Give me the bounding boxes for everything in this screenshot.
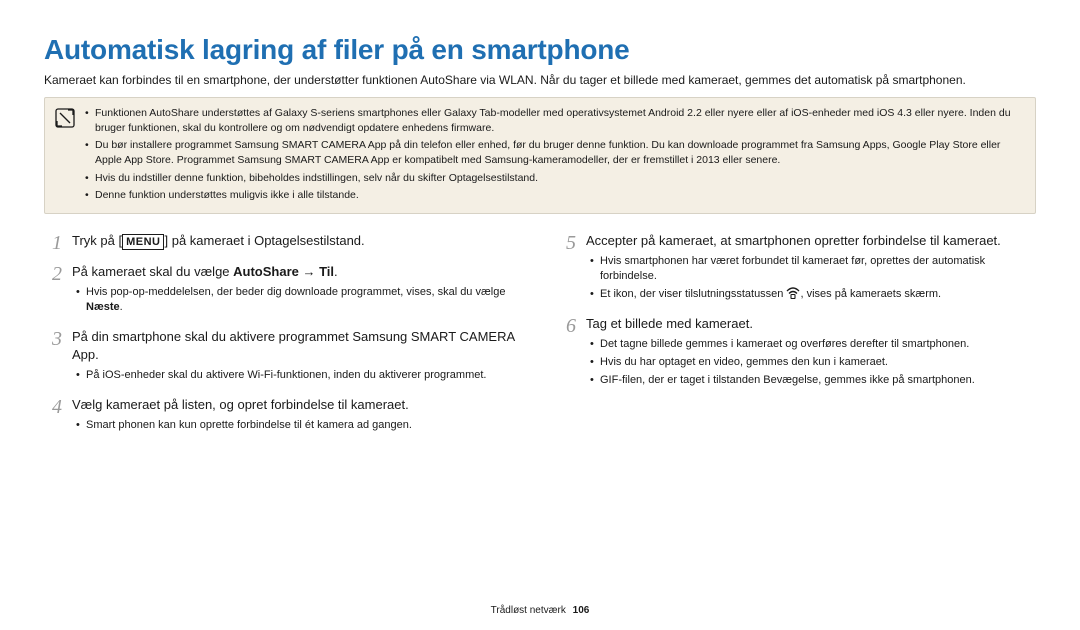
sub-item: Smart phonen kan kun oprette forbindelse…: [76, 418, 522, 433]
step-6: 6 Tag et billede med kameraet. Det tagne…: [558, 315, 1036, 391]
intro-paragraph: Kameraet kan forbindes til en smartphone…: [44, 72, 1036, 89]
menu-key-icon: MENU: [122, 234, 164, 250]
sub-text: , vises på kameraets skærm.: [800, 288, 941, 300]
note-item: Du bør installere programmet Samsung SMA…: [85, 138, 1025, 168]
step-text: .: [334, 264, 338, 279]
step-text: ] på kameraet i Optagelsestilstand.: [164, 233, 364, 248]
note-icon: [55, 108, 75, 128]
step-number: 5: [558, 232, 576, 305]
right-column: 5 Accepter på kameraet, at smartphonen o…: [558, 232, 1036, 446]
step-1: 1 Tryk på [MENU] på kameraet i Optagelse…: [44, 232, 522, 253]
step-text: Accepter på kameraet, at smartphonen opr…: [586, 233, 1001, 248]
sub-list: Smart phonen kan kun oprette forbindelse…: [72, 418, 522, 433]
page-footer: Trådløst netværk 106: [0, 605, 1080, 616]
step-text: På din smartphone skal du aktivere progr…: [72, 329, 514, 362]
step-body: Accepter på kameraet, at smartphonen opr…: [586, 232, 1036, 305]
step-body: På kameraet skal du vælge AutoShare → Ti…: [72, 263, 522, 318]
note-item: Hvis du indstiller denne funktion, bibeh…: [85, 171, 1025, 186]
footer-page-number: 106: [573, 605, 590, 616]
page-root: Automatisk lagring af filer på en smartp…: [0, 0, 1080, 630]
footer-section: Trådløst netværk: [491, 605, 566, 616]
step-body: På din smartphone skal du aktivere progr…: [72, 328, 522, 386]
sub-list: Hvis pop-op-meddelelsen, der beder dig d…: [72, 285, 522, 315]
step-number: 3: [44, 328, 62, 386]
sub-item: Hvis pop-op-meddelelsen, der beder dig d…: [76, 285, 522, 315]
step-number: 6: [558, 315, 576, 391]
sub-list: Det tagne billede gemmes i kameraet og o…: [586, 337, 1036, 388]
wifi-status-icon: [786, 287, 800, 299]
step-number: 4: [44, 396, 62, 436]
step-text-bold: AutoShare → Til: [233, 264, 334, 279]
step-text: På kameraet skal du vælge: [72, 264, 233, 279]
sub-item: Hvis du har optaget en video, gemmes den…: [590, 355, 1036, 370]
step-body: Vælg kameraet på listen, og opret forbin…: [72, 396, 522, 436]
step-text: Tag et billede med kameraet.: [586, 316, 753, 331]
note-box: Funktionen AutoShare understøttes af Gal…: [44, 97, 1036, 214]
step-body: Tryk på [MENU] på kameraet i Optagelsest…: [72, 232, 522, 253]
note-list: Funktionen AutoShare understøttes af Gal…: [85, 106, 1025, 205]
sub-item: På iOS-enheder skal du aktivere Wi-Fi-fu…: [76, 368, 522, 383]
sub-text: Hvis pop-op-meddelelsen, der beder dig d…: [86, 286, 505, 298]
note-item: Denne funktion understøttes muligvis ikk…: [85, 188, 1025, 203]
sub-item: GIF-filen, der er taget i tilstanden Bev…: [590, 373, 1036, 388]
step-number: 1: [44, 232, 62, 253]
step-body: Tag et billede med kameraet. Det tagne b…: [586, 315, 1036, 391]
steps-columns: 1 Tryk på [MENU] på kameraet i Optagelse…: [44, 232, 1036, 446]
step-text: Tryk på [: [72, 233, 122, 248]
sub-list: På iOS-enheder skal du aktivere Wi-Fi-fu…: [72, 368, 522, 383]
step-text: Vælg kameraet på listen, og opret forbin…: [72, 397, 409, 412]
page-title: Automatisk lagring af filer på en smartp…: [44, 34, 1036, 66]
left-column: 1 Tryk på [MENU] på kameraet i Optagelse…: [44, 232, 522, 446]
sub-text: Et ikon, der viser tilslutningsstatussen: [600, 288, 786, 300]
sub-text-bold: Næste: [86, 301, 120, 313]
sub-item: Et ikon, der viser tilslutningsstatussen…: [590, 287, 1036, 302]
step-number: 2: [44, 263, 62, 318]
sub-list: Hvis smartphonen har været forbundet til…: [586, 254, 1036, 302]
step-4: 4 Vælg kameraet på listen, og opret forb…: [44, 396, 522, 436]
step-2: 2 På kameraet skal du vælge AutoShare → …: [44, 263, 522, 318]
step-3: 3 På din smartphone skal du aktivere pro…: [44, 328, 522, 386]
sub-item: Hvis smartphonen har været forbundet til…: [590, 254, 1036, 284]
note-item: Funktionen AutoShare understøttes af Gal…: [85, 106, 1025, 136]
sub-item: Det tagne billede gemmes i kameraet og o…: [590, 337, 1036, 352]
step-5: 5 Accepter på kameraet, at smartphonen o…: [558, 232, 1036, 305]
sub-text: .: [120, 301, 123, 313]
